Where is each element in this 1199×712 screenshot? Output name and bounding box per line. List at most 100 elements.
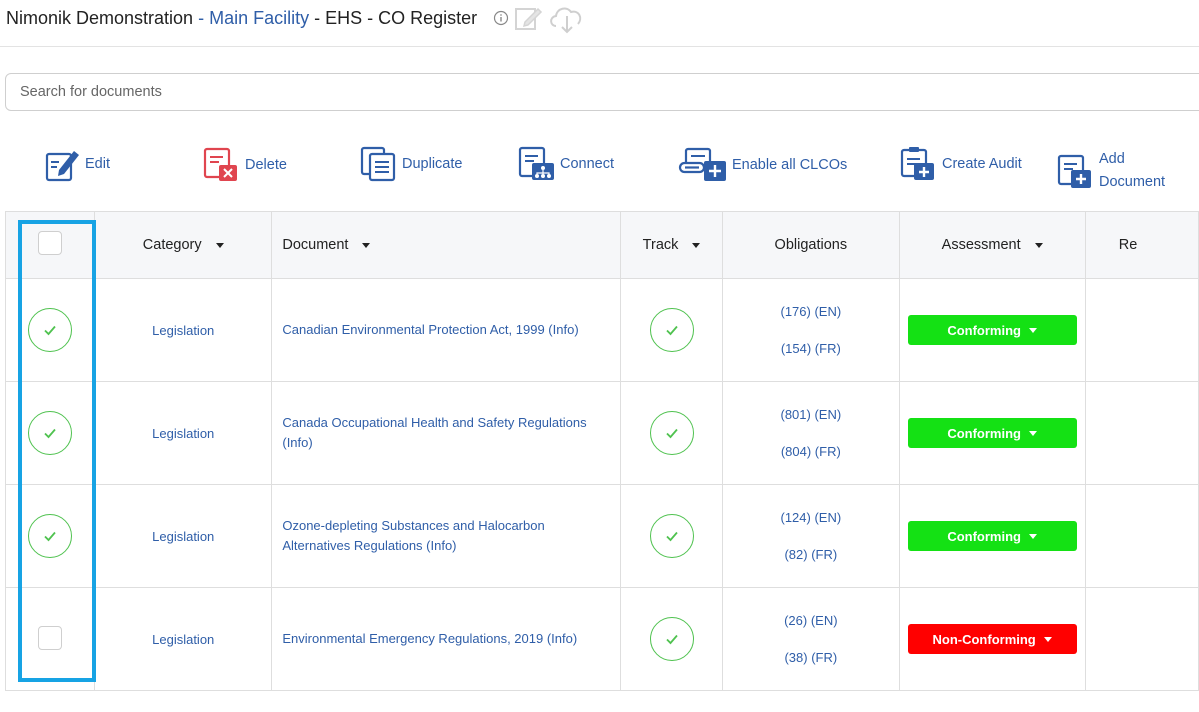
chevron-down-icon [1043,636,1052,642]
select-all-checkbox[interactable] [38,231,63,255]
category-column-header[interactable]: Category [94,211,273,279]
row-select-cell [4,381,96,485]
row-selected-check[interactable] [28,514,73,558]
table-header-row: Category Document Track Obligations Asse… [4,211,1199,279]
obligations-fr-link[interactable]: (804) (FR) [780,444,841,459]
track-header-label: Track [642,237,679,253]
check-icon [665,325,678,336]
category-cell[interactable]: Legislation [94,484,273,588]
edit-note-icon[interactable] [513,4,543,32]
obligations-fr-link[interactable]: (82) (FR) [784,547,838,562]
sort-caret-icon [1034,242,1043,248]
category-cell[interactable]: Legislation [94,587,273,691]
assessment-column-header[interactable]: Assessment [898,211,1086,279]
check-icon [44,531,56,542]
assessment-dropdown[interactable]: Conforming [907,521,1077,551]
next-header-label: Re [1118,237,1138,253]
next-cell [1084,381,1199,485]
search-bar[interactable] [5,73,1199,111]
chevron-down-icon [1028,533,1037,539]
assessment-dropdown[interactable]: Conforming [907,418,1077,448]
obligations-fr-link[interactable]: (38) (FR) [784,650,838,665]
row-checkbox[interactable] [38,625,63,650]
obligations-fr-link[interactable]: (154) (FR) [780,341,841,356]
row-selected-check[interactable] [28,308,73,352]
track-toggle[interactable] [649,514,694,558]
track-toggle[interactable] [649,617,694,661]
document-link[interactable]: Canadian Environmental Protection Act, 1… [271,278,621,382]
document-link[interactable]: Environmental Emergency Regulations, 201… [271,587,621,691]
category-header-label: Category [142,237,202,253]
obligations-cell: (801) (EN) (804) (FR) [722,381,900,485]
add-document-label-line1: Add [1099,151,1125,167]
obligations-header-label: Obligations [774,237,848,253]
document-header-label: Document [282,237,349,253]
next-column-header[interactable]: Re [1084,211,1199,279]
toolbar: Edit Delete Duplicate Connect Enable all… [0,140,1199,200]
documents-table: Category Document Track Obligations Asse… [4,211,1199,691]
next-cell [1084,587,1199,691]
assessment-cell: Non-Conforming [898,587,1086,691]
connect-icon [518,146,556,182]
track-toggle[interactable] [649,411,694,455]
connect-label: Connect [560,156,615,172]
add-document-button[interactable]: Add Document [1057,148,1165,194]
info-icon[interactable] [493,10,509,26]
obligations-cell: (26) (EN) (38) (FR) [722,587,900,691]
delete-document-icon [203,147,241,183]
register-name: EHS - CO Register [325,7,478,28]
header-divider [0,46,1199,47]
enable-all-icon [678,147,728,183]
row-selected-check[interactable] [28,411,73,455]
track-toggle[interactable] [649,308,694,352]
sort-caret-icon [692,242,701,248]
facility-link[interactable]: Main Facility [209,7,310,28]
track-cell [619,484,724,588]
organization-name: Nimonik Demonstration [6,7,194,28]
connect-button[interactable]: Connect [518,146,614,182]
document-column-header[interactable]: Document [271,211,621,279]
next-cell [1084,484,1199,588]
cloud-download-icon[interactable] [547,2,585,34]
assessment-cell: Conforming [898,484,1086,588]
assessment-header-label: Assessment [941,237,1021,253]
breadcrumb-separator-2: - [309,7,326,28]
document-link[interactable]: Canada Occupational Health and Safety Re… [271,381,621,485]
table-row: Legislation Ozone-depleting Substances a… [4,484,1199,588]
duplicate-button[interactable]: Duplicate [360,146,462,182]
edit-label: Edit [85,156,110,172]
delete-button[interactable]: Delete [203,147,287,183]
obligations-en-link[interactable]: (801) (EN) [780,407,842,422]
obligations-column-header: Obligations [722,211,900,279]
assessment-cell: Conforming [898,278,1086,382]
category-cell[interactable]: Legislation [94,278,273,382]
obligations-cell: (124) (EN) (82) (FR) [722,484,900,588]
breadcrumb-separator: - [193,7,210,28]
check-icon [44,428,56,439]
obligations-en-link[interactable]: (124) (EN) [780,510,842,525]
track-cell [619,278,724,382]
assessment-dropdown[interactable]: Non-Conforming [907,624,1077,654]
obligations-en-link[interactable]: (26) (EN) [784,613,838,628]
create-audit-icon [900,146,938,182]
sort-caret-icon [362,242,371,248]
obligations-en-link[interactable]: (176) (EN) [780,304,842,319]
check-icon [665,428,678,439]
track-column-header[interactable]: Track [619,211,724,279]
category-cell[interactable]: Legislation [94,381,273,485]
assessment-cell: Conforming [898,381,1086,485]
document-link[interactable]: Ozone-depleting Substances and Halocarbo… [271,484,621,588]
check-icon [44,325,56,336]
assessment-label: Non-Conforming [932,631,1036,647]
enable-all-clcos-label: Enable all CLCOs [732,157,848,173]
add-document-label-line2: Document [1099,174,1166,190]
assessment-dropdown[interactable]: Conforming [907,315,1077,345]
next-cell [1084,278,1199,382]
duplicate-icon [360,146,398,182]
create-audit-button[interactable]: Create Audit [900,146,1022,182]
enable-all-clcos-button[interactable]: Enable all CLCOs [678,147,847,183]
track-cell [619,381,724,485]
edit-button[interactable]: Edit [45,146,110,182]
search-input[interactable] [6,74,1199,110]
row-select-cell [4,484,96,588]
